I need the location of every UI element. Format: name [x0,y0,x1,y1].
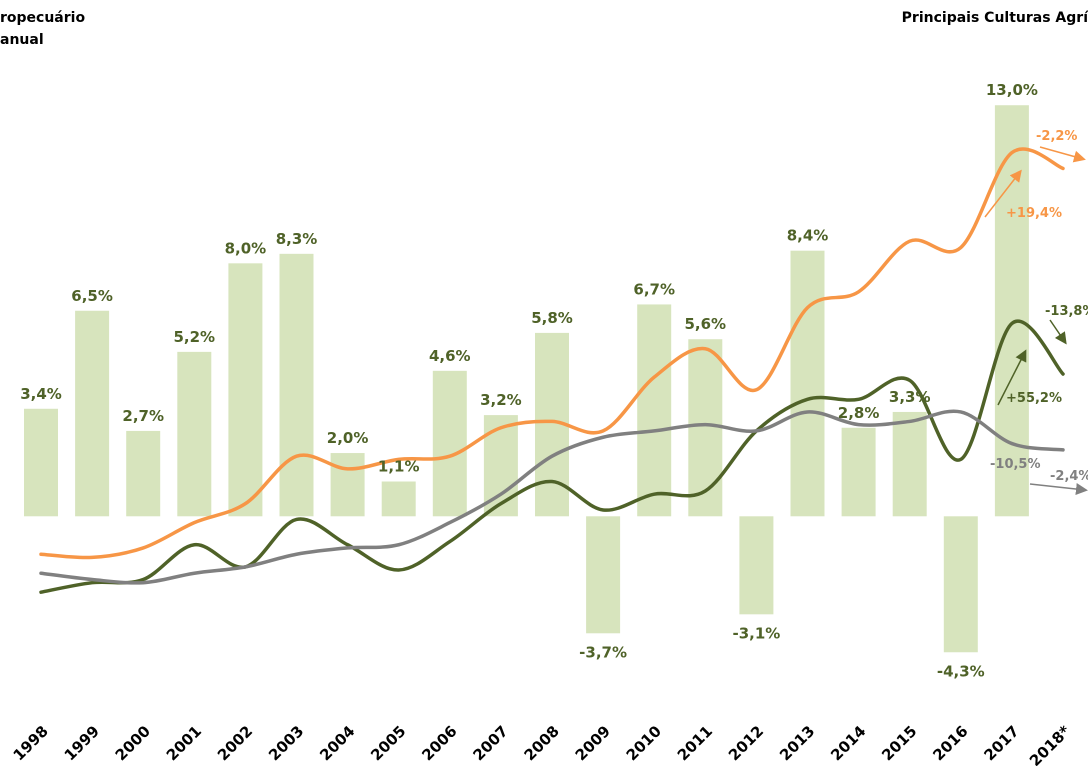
bar [432,370,467,517]
x-tick-label: 2009 [572,722,614,764]
annotation: +55,2% [1006,391,1062,406]
arrow [997,349,1027,406]
x-tick-label: 2010 [623,722,665,764]
annotation: -10,5% [990,457,1041,472]
bar [24,408,58,517]
annotations: -2,2% +19,4% -13,8% +55,2% -10,5% -2,4% [984,129,1088,495]
bar [586,516,621,634]
x-tick-label: 2006 [418,722,460,764]
value-label: 8,4% [787,227,829,245]
x-tick-label: 2011 [674,722,716,764]
bar [790,250,825,517]
x-tick-label: 2017 [980,722,1022,764]
annotation: +19,4% [1006,206,1062,221]
annotation: -2,2% [1036,129,1077,144]
bar [739,516,774,615]
bar [75,310,110,517]
x-tick-label: 1998 [10,722,52,764]
value-label: 5,6% [684,315,726,333]
x-tick-label: 2008 [521,722,563,764]
title-left: anual [0,32,44,48]
x-tick-label: 2000 [112,722,154,764]
value-label: 8,0% [225,239,267,257]
value-label: 6,7% [633,280,675,298]
value-label: 3,3% [889,388,931,406]
annotation: -13,8% [1045,304,1088,319]
x-tick-label: 2004 [316,722,358,764]
title-right: Principais Culturas Agrí [902,10,1088,26]
value-label: 5,2% [173,328,215,346]
bar [228,263,263,517]
bar [688,339,723,517]
value-label: -3,7% [579,643,627,661]
bar [841,427,876,517]
x-tick-label: 2013 [776,722,818,764]
arrow [984,169,1022,218]
value-label: 6,5% [71,287,113,305]
x-tick-label: 2015 [878,722,920,764]
bar [330,453,365,517]
value-label: 3,4% [20,385,62,403]
line [39,147,1065,560]
bar [177,351,212,517]
x-tick-label: 2014 [827,722,869,764]
bar [892,411,927,517]
bar [381,481,416,517]
bar [126,430,161,517]
value-label: 5,8% [531,309,573,327]
arrow [1049,319,1067,345]
value-label: 3,2% [480,391,522,409]
x-tick-label: 2005 [367,722,409,764]
bar [943,516,978,653]
value-label: 2,8% [838,404,880,422]
x-tick-label: 2001 [163,722,205,764]
line [39,409,1065,585]
bar [637,304,672,517]
value-label: 8,3% [276,230,318,248]
value-label: -3,1% [732,624,780,642]
value-label: 13,0% [986,81,1038,99]
value-label: 2,0% [327,429,369,447]
bars [24,105,1029,653]
x-tick-label: 2007 [469,722,511,764]
x-tick-label: 2016 [929,722,971,764]
value-label: 1,1% [378,458,420,476]
x-tick-label: 2003 [265,722,307,764]
x-tick-label: 2002 [214,722,256,764]
bar [279,253,314,517]
line [39,319,1065,594]
x-tick-label: 2012 [725,722,767,764]
x-tick-label: 1999 [61,722,103,764]
value-label: -4,3% [937,662,985,680]
arrow [1029,483,1088,495]
title-left: ropecuário [0,10,85,26]
annotation: -2,4% [1050,469,1088,484]
value-label: 4,6% [429,347,471,365]
arrow [1039,146,1086,163]
lines [39,147,1065,594]
value-label: 2,7% [122,407,164,425]
x-tick-label: 2018* [1026,722,1074,766]
